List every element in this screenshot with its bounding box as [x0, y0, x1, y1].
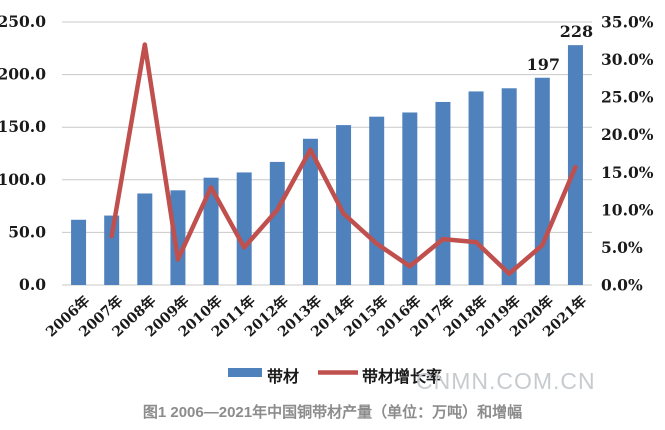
legend-line-label: 带材增长率 [362, 367, 442, 386]
bar-2014年 [336, 125, 352, 285]
bar-2010年 [203, 177, 219, 285]
copper-strip-production-growth-chart: 0.0 50.0 100.0 150.0 200.0 250.0 0.0% 5.0% 10.0%… [0, 12, 654, 386]
right-axis-tick-label: 30.0% [601, 50, 654, 69]
bar-2020年 [534, 77, 550, 285]
legend-bar-label: 带材 [267, 367, 299, 386]
bar-2019年 [501, 88, 517, 285]
right-axis-tick-label: 25.0% [601, 88, 654, 107]
bar-2011年 [236, 172, 252, 285]
left-axis-tick-label: 50.0 [8, 222, 46, 241]
bar-2017年 [435, 101, 451, 286]
growth-rate-line [109, 42, 578, 276]
left-axis-tick-label: 150.0 [0, 117, 46, 136]
bar-2008年 [137, 193, 153, 285]
left-axis-tick-label: 0.0 [19, 275, 46, 294]
bar-2015年 [369, 116, 385, 286]
right-axis-tick-label: 10.0% [601, 200, 654, 219]
bar-2016年 [402, 112, 418, 285]
bar-2007年 [104, 215, 120, 285]
right-axis-tick-label: 5.0% [601, 238, 643, 257]
left-axis-tick-label: 100.0 [0, 170, 46, 189]
bar-2013年 [302, 138, 318, 285]
right-axis-tick-label: 20.0% [601, 125, 654, 144]
bar-2018年 [468, 91, 484, 285]
bar-2012年 [269, 161, 285, 285]
bar-2009年 [170, 190, 186, 285]
bar-data-label: 228 [560, 22, 593, 41]
chart-caption: 图1 2006—2021年中国铜带材产量（单位：万吨）和增幅 [142, 404, 523, 421]
bar-data-label: 197 [527, 55, 560, 74]
left-axis-tick-label: 250.0 [0, 12, 46, 31]
right-axis-tick-label: 15.0% [601, 163, 654, 182]
right-axis-tick-label: 35.0% [601, 13, 654, 32]
right-axis-tick-label: 0.0% [601, 276, 643, 295]
left-axis-tick-label: 200.0 [0, 65, 46, 84]
legend-bar-swatch [228, 368, 262, 377]
watermark: CNMN.COM.CN [416, 368, 596, 394]
bar-2006年 [71, 219, 87, 285]
